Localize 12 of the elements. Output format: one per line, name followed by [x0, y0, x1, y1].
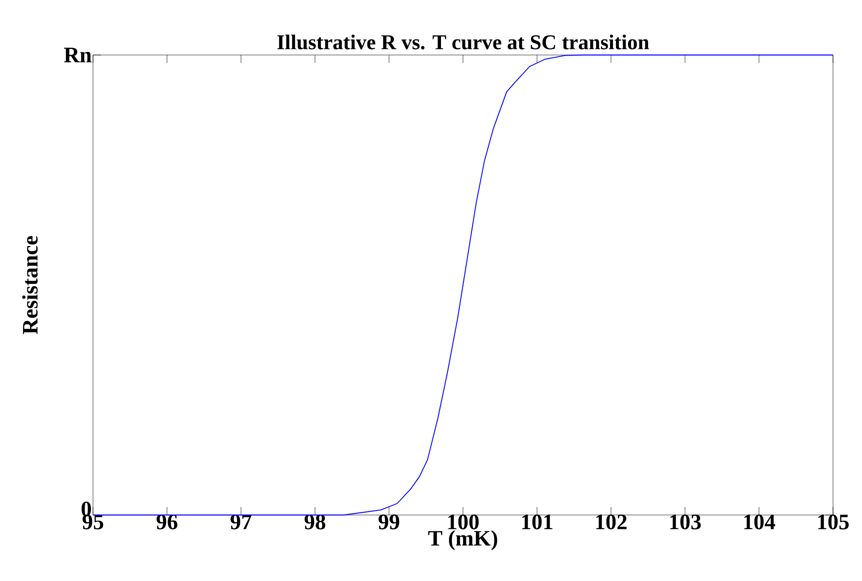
x-tick-label: 100 [448, 514, 479, 530]
x-tick-label: 99 [378, 514, 400, 530]
x-tick-label: 102 [596, 514, 627, 530]
x-tick-label: 104 [744, 514, 776, 530]
x-tick-label: 103 [670, 514, 701, 530]
x-axis-title: T (mK) [428, 530, 498, 550]
chart-title: Illustrative R vs. T curve at SC transition [277, 34, 650, 50]
x-tick-label: 101 [522, 514, 552, 530]
text: 0 [82, 502, 91, 516]
y-axis-title: Resistance [22, 236, 38, 334]
text: Rn [64, 48, 92, 62]
x-tick-label: 105 [818, 514, 849, 530]
